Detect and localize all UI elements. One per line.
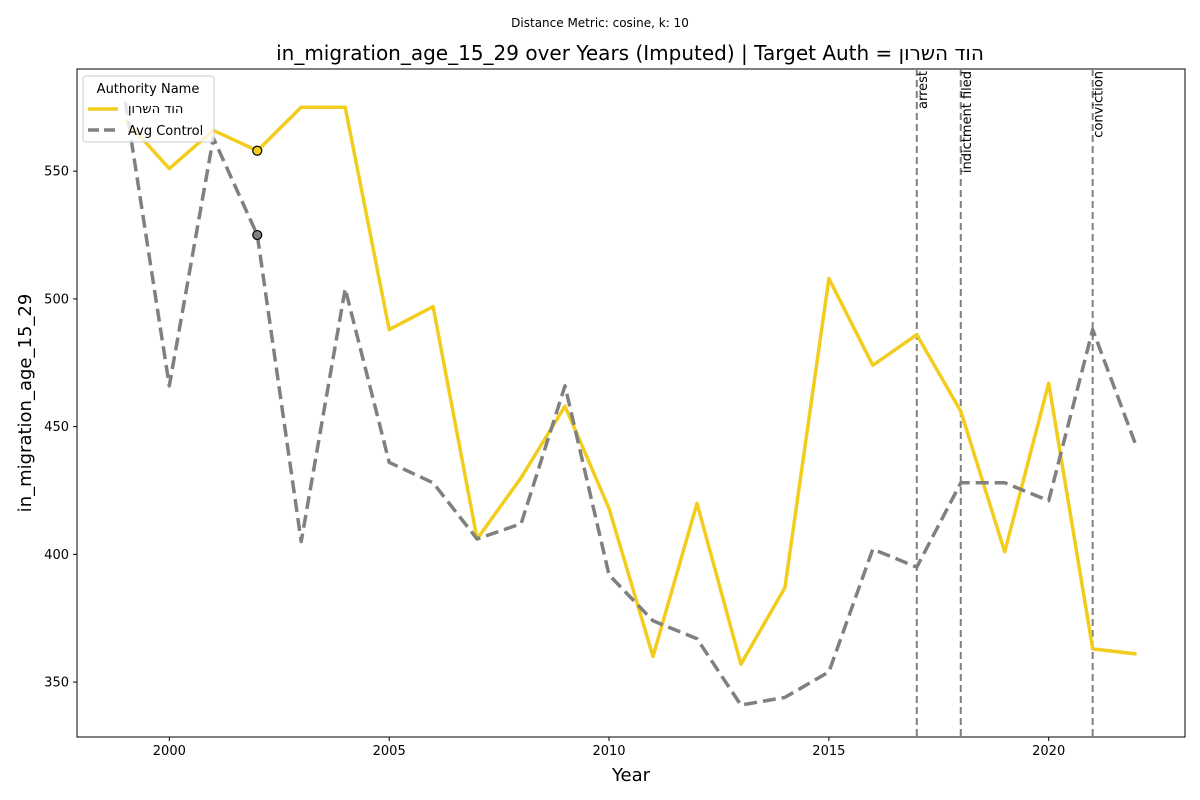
y-tick-label: 400 <box>44 548 69 563</box>
x-tick-label: 2000 <box>153 744 186 759</box>
highlight-marker <box>252 145 263 156</box>
event-label: arrest <box>916 71 931 109</box>
y-tick-label: 500 <box>44 292 69 307</box>
event-label: indictment filed <box>960 71 975 173</box>
x-axis-label: Year <box>611 765 651 786</box>
x-axis: 2000 2005 2010 2015 2020 <box>153 737 1065 759</box>
legend-title: Authority Name <box>97 82 200 97</box>
x-tick-label: 2010 <box>592 744 625 759</box>
y-tick-label: 350 <box>44 676 69 691</box>
legend-box <box>82 75 215 143</box>
chart-title: in_migration_age_15_29 over Years (Imput… <box>276 41 984 65</box>
series-lines <box>123 101 1139 707</box>
y-axis-label: in_migration_age_15_29 <box>15 294 36 513</box>
plot-area <box>76 68 1186 738</box>
x-tick-label: 2005 <box>373 744 406 759</box>
series-line-control <box>123 101 1139 707</box>
x-tick-label: 2015 <box>812 744 845 759</box>
series-line-target <box>124 105 1137 666</box>
y-tick-label: 450 <box>44 420 69 435</box>
x-tick-label: 2020 <box>1032 744 1065 759</box>
chart-suptitle: Distance Metric: cosine, k: 10 <box>511 16 689 30</box>
axes-frame <box>76 68 1186 738</box>
highlight-marker <box>252 229 263 241</box>
legend-label-control: Avg Control <box>128 124 203 139</box>
y-axis: 350 400 450 500 550 <box>44 165 77 691</box>
legend-label-target: הוד השרון <box>128 102 183 117</box>
y-tick-label: 550 <box>44 165 69 180</box>
series-markers <box>252 145 263 241</box>
event-label: conviction <box>1092 71 1107 138</box>
legend: Authority Name הוד השרון Avg Control <box>82 75 215 143</box>
event-lines: arrest indictment filed conviction <box>915 69 1107 737</box>
